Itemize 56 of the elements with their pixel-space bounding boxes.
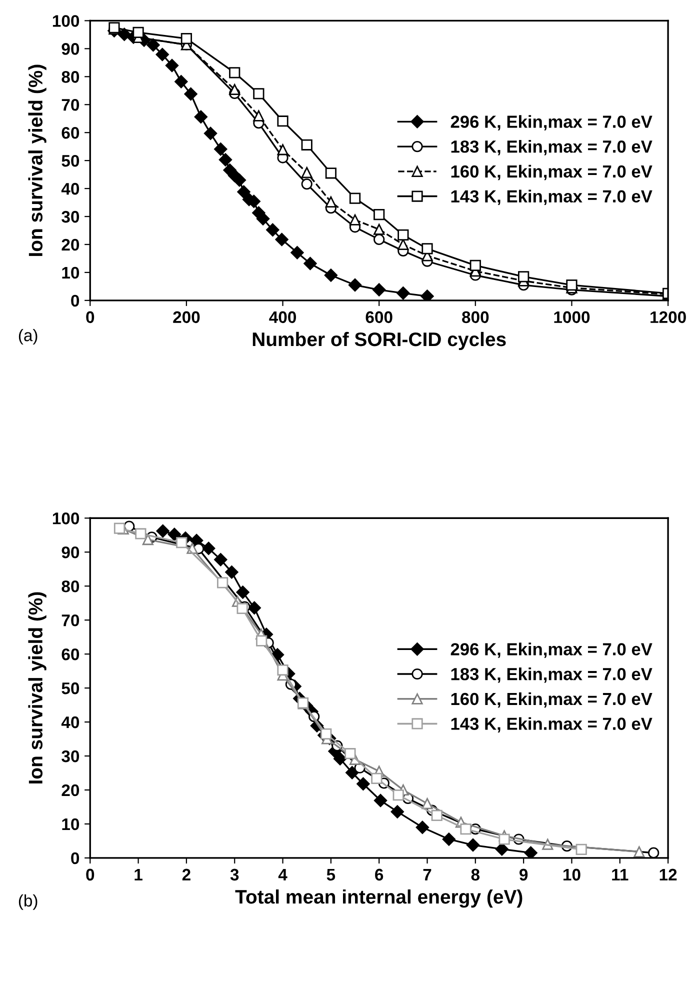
- y-tick-label: 90: [62, 546, 80, 558]
- legend-label: 160 K, Ekin,max = 7.0 eV: [451, 692, 652, 708]
- y-tick-label: 30: [62, 750, 80, 762]
- legend-label: 183 K, Ekin,max = 7.0 eV: [451, 668, 652, 683]
- x-axis-title: Number of SORI-CID cycles: [252, 332, 506, 350]
- legend-label: 143 K, Ekin,max = 7.0 eV: [451, 190, 652, 206]
- x-tick-label: 400: [269, 311, 296, 324]
- y-tick-label: 100: [52, 15, 80, 27]
- y-tick-label: 30: [62, 210, 80, 223]
- x-tick-label: 3: [230, 868, 239, 881]
- legend-label: 296 K, Ekin,max = 7.0 eV: [450, 115, 652, 130]
- y-tick-label: 90: [62, 43, 80, 55]
- legend-label: 143 K, Ekin.max = 7.0 eV: [451, 717, 652, 732]
- y-tick-label: 80: [62, 71, 80, 83]
- y-tick-label: 0: [71, 852, 80, 864]
- x-tick-label: 0: [86, 311, 94, 324]
- y-tick-label: 60: [62, 648, 80, 660]
- y-tick-label: 80: [62, 580, 80, 592]
- x-tick-label: 11: [612, 868, 628, 880]
- x-tick-label: 10: [564, 868, 580, 881]
- y-tick-label: 20: [62, 238, 80, 251]
- text: (a): [18, 329, 38, 345]
- y-tick-label: 100: [52, 512, 80, 524]
- text: (b): [18, 894, 38, 910]
- x-tick-label: 1: [134, 868, 142, 880]
- x-tick-label: 1000: [554, 311, 590, 324]
- x-tick-label: 1200: [650, 311, 686, 324]
- x-tick-label: 800: [462, 311, 489, 324]
- legend-label: 296 K, Ekin,max = 7.0 eV: [450, 642, 652, 658]
- x-tick-label: 0: [86, 868, 94, 881]
- x-tick-label: 4: [278, 868, 288, 880]
- legend-label: 183 K, Ekin,max = 7.0 eV: [451, 140, 652, 156]
- y-tick-label: 40: [61, 716, 80, 728]
- y-tick-label: 0: [71, 294, 80, 307]
- x-tick-label: 7: [423, 868, 432, 880]
- y-tick-label: 10: [62, 818, 80, 830]
- x-tick-label: 9: [520, 868, 528, 881]
- y-tick-label: 70: [62, 614, 80, 626]
- x-axis-title: Total mean internal energy (eV): [235, 889, 522, 908]
- y-tick-label: 10: [62, 266, 80, 279]
- y-tick-label: 70: [62, 99, 80, 111]
- x-tick-label: 600: [366, 311, 392, 324]
- x-tick-label: 8: [471, 868, 480, 881]
- x-tick-label: 6: [375, 868, 384, 881]
- y-axis-title: Ion survival yield (%): [28, 592, 46, 784]
- y-tick-label: 50: [62, 682, 80, 694]
- y-tick-label: 20: [62, 784, 80, 796]
- x-tick-label: 200: [173, 311, 200, 324]
- y-tick-label: 40: [61, 182, 80, 195]
- legend-label: 160 K, Ekin,max = 7.0 eV: [451, 164, 652, 180]
- y-tick-label: 60: [62, 126, 80, 139]
- x-tick-label: 2: [182, 868, 190, 880]
- y-axis-title: Ion survival yield (%): [28, 64, 46, 256]
- y-tick-label: 50: [62, 154, 80, 167]
- x-tick-label: 5: [326, 868, 336, 881]
- x-tick-label: 12: [660, 868, 677, 880]
